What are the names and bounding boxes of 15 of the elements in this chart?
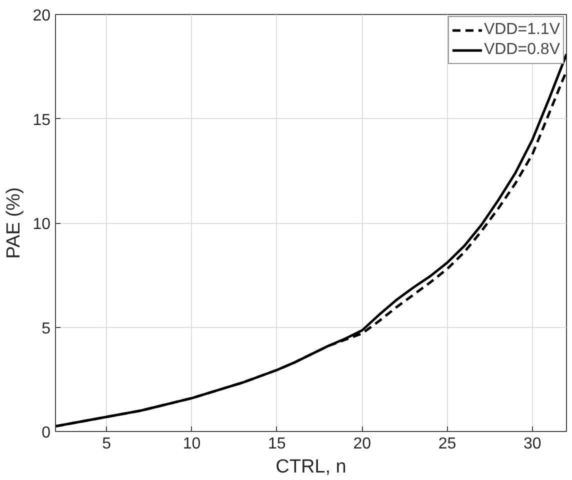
x-tick-label: 20 xyxy=(353,436,372,452)
x-tick-label: 30 xyxy=(524,436,542,452)
legend-label: VDD=1.1V xyxy=(484,21,560,39)
y-tick-label: 15 xyxy=(32,112,51,129)
y-tick-label: 20 xyxy=(32,8,51,24)
legend-label: VDD=0.8V xyxy=(484,41,560,59)
y-tick-label: 5 xyxy=(42,320,51,338)
x-axis-title: CTRL, n xyxy=(276,456,346,478)
y-tick-label: 0 xyxy=(42,424,51,442)
y-tick-label: 10 xyxy=(32,216,51,233)
x-tick-label: 25 xyxy=(438,436,456,452)
x-tick-label: 5 xyxy=(102,436,112,452)
x-tick-label: 10 xyxy=(182,436,201,452)
y-axis-title: PAE (%) xyxy=(4,187,25,259)
x-tick-label: 15 xyxy=(268,436,286,452)
